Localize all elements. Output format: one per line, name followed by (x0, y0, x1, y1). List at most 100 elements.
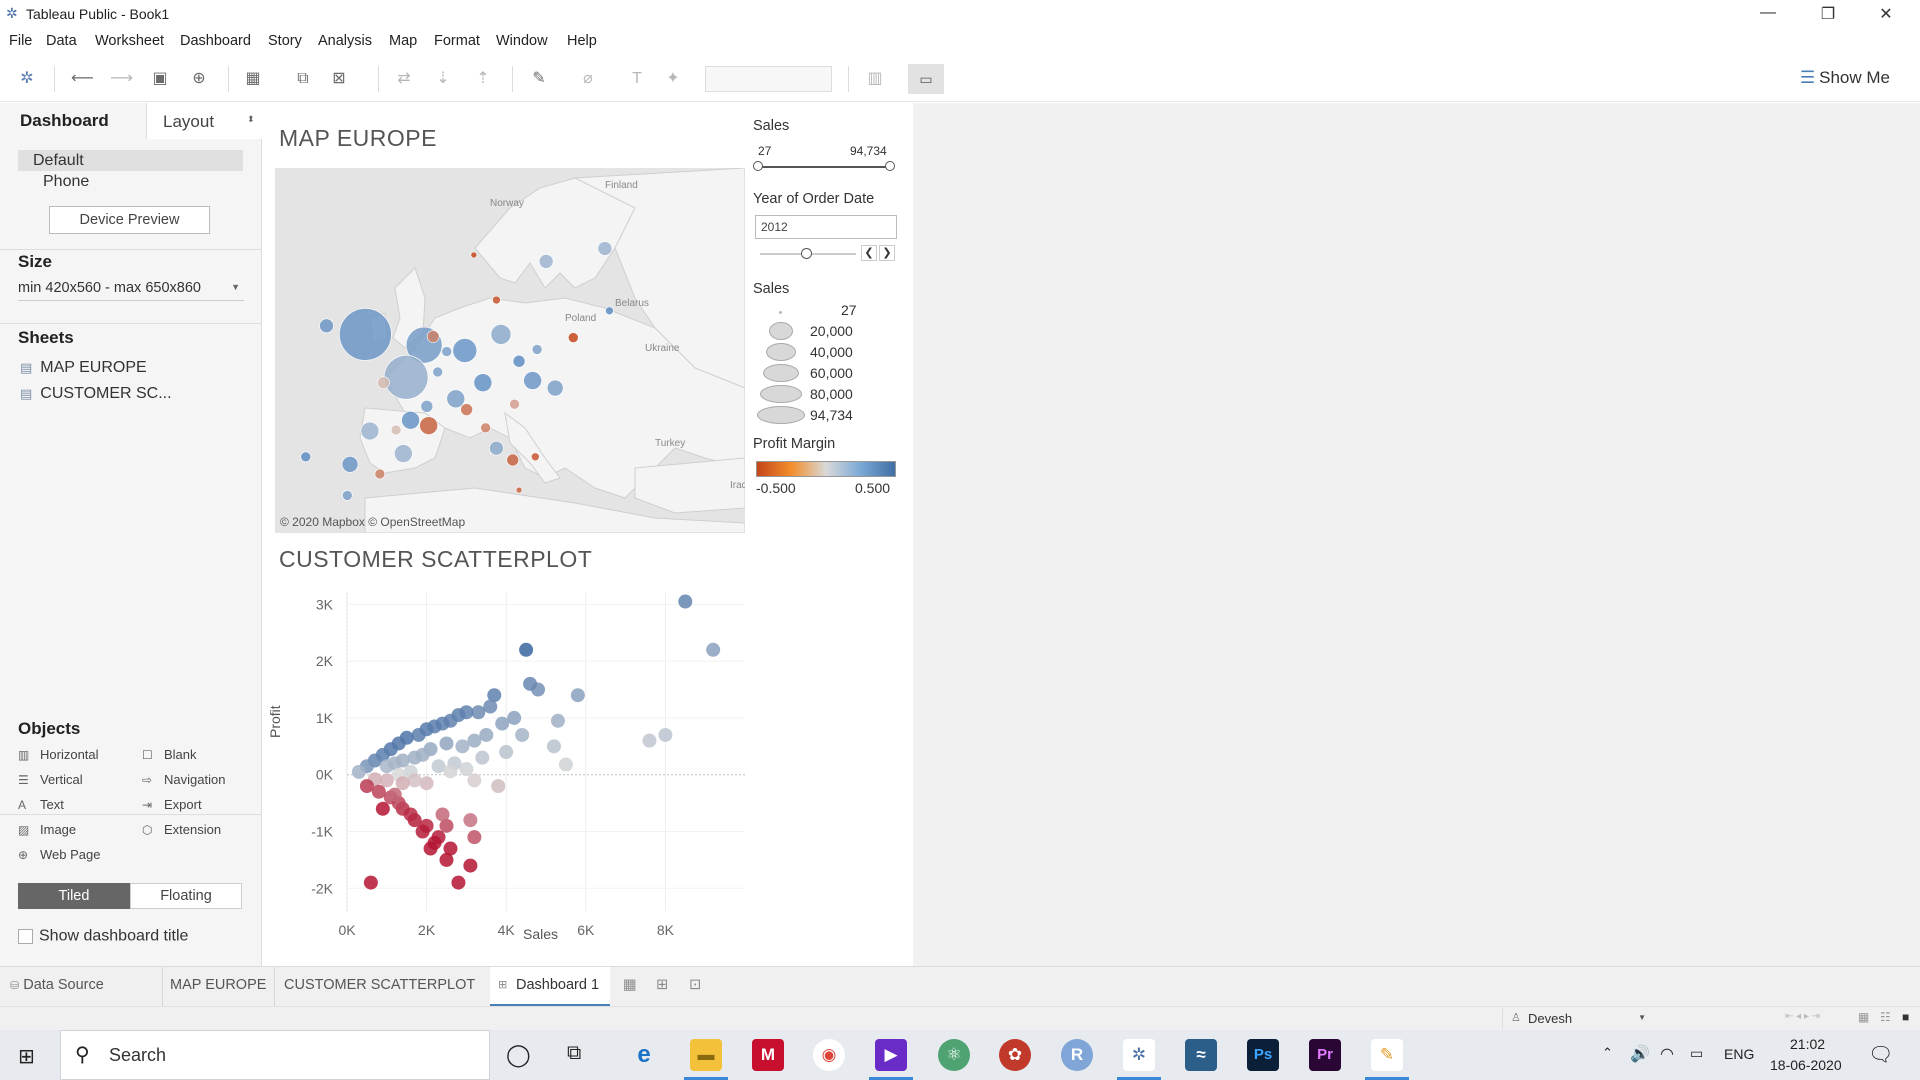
presentation-mode-icon[interactable]: ▭ (908, 64, 944, 94)
grid-view-icon[interactable]: ▦ (1858, 1010, 1870, 1024)
task-view-icon[interactable]: ⧉ (567, 1042, 582, 1064)
map-point[interactable] (597, 241, 613, 256)
map-point[interactable] (492, 295, 501, 305)
map-points[interactable] (300, 241, 614, 501)
scatter-point[interactable] (443, 764, 458, 779)
map-point[interactable] (515, 486, 523, 494)
tab-customer-scatterplot[interactable]: CUSTOMER SCATTERPLOT (284, 977, 476, 993)
scatter-point[interactable] (475, 750, 490, 765)
scatter-point[interactable] (467, 830, 482, 845)
sales-range-slider[interactable] (758, 166, 888, 168)
object-web-page[interactable]: ⊕ Web Page (18, 847, 100, 862)
scatter-point[interactable] (570, 688, 585, 703)
scatter-point[interactable] (483, 699, 498, 714)
scatter-point[interactable] (467, 733, 482, 748)
size-dropdown[interactable]: min 420x560 - max 650x860 ▼ (18, 279, 244, 301)
scatter-plot[interactable]: 0K 2K 4K 6K 8K 3K 2K 1K 0K -1K -2K (275, 583, 755, 953)
scatter-point[interactable] (427, 835, 442, 850)
map-point[interactable] (374, 468, 386, 480)
menu-story[interactable]: Story (268, 33, 302, 49)
map-point[interactable] (432, 366, 443, 378)
year-filter-input[interactable]: 2012 (755, 215, 897, 239)
map-point[interactable] (473, 373, 493, 393)
map-point[interactable] (383, 355, 429, 400)
tab-menu-icon[interactable]: ⬍ (247, 114, 255, 124)
atom-icon[interactable]: ⚛ (938, 1039, 970, 1071)
scatter-point[interactable] (379, 759, 394, 774)
scatter-point[interactable] (546, 739, 561, 754)
scatter-point[interactable] (439, 736, 454, 751)
map-point[interactable] (523, 371, 542, 390)
clock-time[interactable]: 21:02 (1790, 1036, 1826, 1052)
scatter-point[interactable] (439, 818, 454, 833)
slider-handle-max[interactable] (885, 161, 895, 171)
duplicate-icon[interactable]: ⧉ (297, 70, 309, 87)
map-point[interactable] (480, 422, 491, 434)
map-point[interactable] (509, 398, 520, 410)
map-view[interactable]: Finland Norway Belarus Poland Ukraine Tu… (275, 168, 745, 533)
scatter-point[interactable] (519, 642, 534, 657)
scatter-point[interactable] (351, 764, 366, 779)
object-image[interactable]: ▨ Image (18, 822, 76, 837)
save-icon[interactable]: ▣ (152, 70, 168, 87)
tab-navigation-icon[interactable]: ⇤ ◂ ▸ ⇥ (1785, 1011, 1821, 1022)
scatter-point[interactable] (507, 710, 522, 725)
menu-help[interactable]: Help (567, 33, 597, 49)
taskbar-search[interactable]: ⚲ Search (60, 1030, 490, 1080)
list-view-icon[interactable]: ☷ (1880, 1010, 1891, 1024)
map-point[interactable] (490, 324, 512, 345)
tab-layout[interactable]: Layout ⬍ (146, 103, 262, 139)
highlight-icon[interactable]: ✎ (532, 70, 546, 87)
battery-icon[interactable]: ▭ (1690, 1045, 1704, 1061)
scatter-point[interactable] (678, 594, 693, 609)
windows-start-icon[interactable]: ⊞ (18, 1046, 35, 1068)
map-point[interactable] (506, 453, 520, 467)
map-point[interactable] (470, 251, 478, 259)
map-point[interactable] (342, 490, 353, 501)
photoshop-icon[interactable]: Ps (1247, 1039, 1279, 1071)
notification-icon[interactable]: 🗨 (1868, 1044, 1894, 1066)
map-svg[interactable] (275, 168, 745, 533)
r-icon[interactable]: R (1061, 1039, 1093, 1071)
scatter-point[interactable] (407, 773, 422, 788)
object-vertical[interactable]: ☰ Vertical (18, 772, 83, 787)
map-point[interactable] (489, 440, 504, 456)
map-point[interactable] (426, 330, 440, 343)
object-extension[interactable]: ⬡ Extension (142, 822, 221, 837)
clock-date[interactable]: 18-06-2020 (1770, 1057, 1842, 1073)
sheet-item-map-europe[interactable]: ▤ MAP EUROPE (20, 359, 147, 377)
paint-icon[interactable]: ✎ (1371, 1039, 1403, 1071)
file-explorer-icon[interactable]: ▬ (690, 1039, 722, 1071)
menu-format[interactable]: Format (434, 33, 480, 49)
device-phone[interactable]: Phone (43, 173, 90, 190)
map-point[interactable] (339, 308, 392, 361)
volume-icon[interactable]: 🔊 (1630, 1046, 1650, 1063)
slider-handle-min[interactable] (753, 161, 763, 171)
new-worksheet-icon[interactable]: ▦ (245, 70, 261, 87)
map-point[interactable] (420, 400, 434, 413)
object-export[interactable]: ⇥ Export (142, 797, 202, 812)
object-horizontal[interactable]: ▥ Horizontal (18, 747, 99, 762)
cortana-icon[interactable]: ◯ (506, 1042, 531, 1067)
scatter-point[interactable] (706, 642, 721, 657)
redo-icon[interactable]: ⟶ (110, 70, 133, 87)
sort-asc-icon[interactable]: ⇣ (436, 70, 450, 87)
map-point[interactable] (401, 410, 420, 430)
close-icon[interactable]: ✕ (1879, 6, 1893, 23)
scatter-point[interactable] (439, 852, 454, 867)
map-point[interactable] (531, 344, 543, 355)
scatter-point[interactable] (459, 762, 474, 777)
menu-data[interactable]: Data (46, 33, 77, 49)
scatter-point[interactable] (491, 779, 506, 794)
menu-dashboard[interactable]: Dashboard (180, 33, 251, 49)
scatter-point[interactable] (479, 727, 494, 742)
pin-icon[interactable]: ✦ (666, 70, 680, 87)
map-point[interactable] (512, 354, 526, 368)
map-point[interactable] (441, 346, 453, 357)
scatter-point[interactable] (419, 776, 434, 791)
scatter-point[interactable] (467, 773, 482, 788)
map-point[interactable] (446, 389, 466, 409)
tab-dashboard[interactable]: Dashboard (0, 103, 146, 139)
scatter-point[interactable] (443, 841, 458, 856)
tableau-icon[interactable]: ✲ (1123, 1039, 1155, 1071)
